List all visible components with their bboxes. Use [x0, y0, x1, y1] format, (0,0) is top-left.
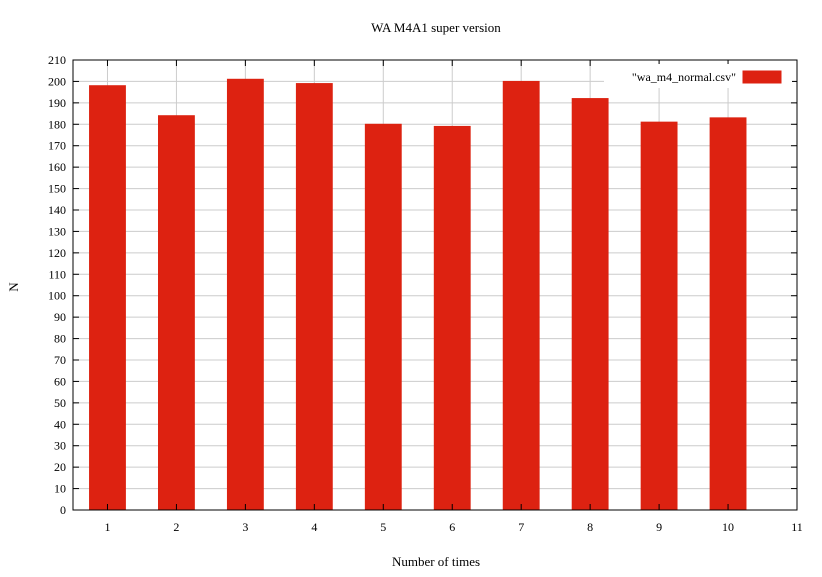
y-tick-label: 20: [54, 460, 66, 474]
bar: [571, 98, 609, 511]
y-tick-label: 170: [48, 139, 66, 153]
chart-title: WA M4A1 super version: [371, 20, 501, 35]
bar: [433, 125, 471, 511]
y-tick-label: 60: [54, 374, 66, 388]
y-tick-label: 80: [54, 332, 66, 346]
y-tick-label: 120: [48, 246, 66, 260]
x-tick-label: 10: [722, 520, 734, 534]
x-tick-label: 3: [242, 520, 248, 534]
y-tick-label: 110: [48, 267, 66, 281]
y-tick-label: 140: [48, 203, 66, 217]
bar: [158, 115, 195, 511]
x-tick-label: 2: [173, 520, 179, 534]
y-tick-label: 90: [54, 310, 66, 324]
bar: [295, 83, 333, 511]
plot-border: [72, 59, 798, 511]
y-tick-label: 150: [48, 182, 66, 196]
y-tick-label: 40: [54, 417, 66, 431]
bar: [640, 121, 678, 511]
x-tick-label: 9: [656, 520, 662, 534]
y-axis-label: N: [6, 282, 21, 292]
y-tick-label: 100: [48, 289, 66, 303]
y-tick-label: 30: [54, 439, 66, 453]
y-tick-label: 130: [48, 224, 66, 238]
y-tick-label: 70: [54, 353, 66, 367]
y-tick-label: 50: [54, 396, 66, 410]
x-tick-label: 7: [518, 520, 524, 534]
x-tick-label: 11: [791, 520, 803, 534]
y-tick-label: 200: [48, 74, 66, 88]
legend-label: "wa_m4_normal.csv": [632, 70, 736, 84]
axes: [72, 59, 798, 511]
x-axis-label: Number of times: [392, 554, 480, 569]
y-tick-label: 10: [54, 482, 66, 496]
bar: [502, 80, 540, 511]
x-tick-label: 5: [380, 520, 386, 534]
bar: [709, 117, 747, 511]
y-tick-label: 210: [48, 53, 66, 67]
y-tick-label: 0: [60, 503, 66, 517]
y-tick-label: 160: [48, 160, 66, 174]
x-tick-label: 6: [449, 520, 455, 534]
tick-labels: 0102030405060708090100110120130140150160…: [48, 53, 803, 534]
x-tick-label: 1: [104, 520, 110, 534]
legend: "wa_m4_normal.csv": [604, 64, 792, 88]
x-tick-label: 8: [587, 520, 593, 534]
x-tick-label: 4: [311, 520, 317, 534]
bar: [226, 78, 264, 511]
legend-swatch: [742, 70, 782, 84]
bar: [89, 85, 126, 511]
y-tick-label: 180: [48, 117, 66, 131]
y-tick-label: 190: [48, 96, 66, 110]
bar: [364, 123, 402, 511]
